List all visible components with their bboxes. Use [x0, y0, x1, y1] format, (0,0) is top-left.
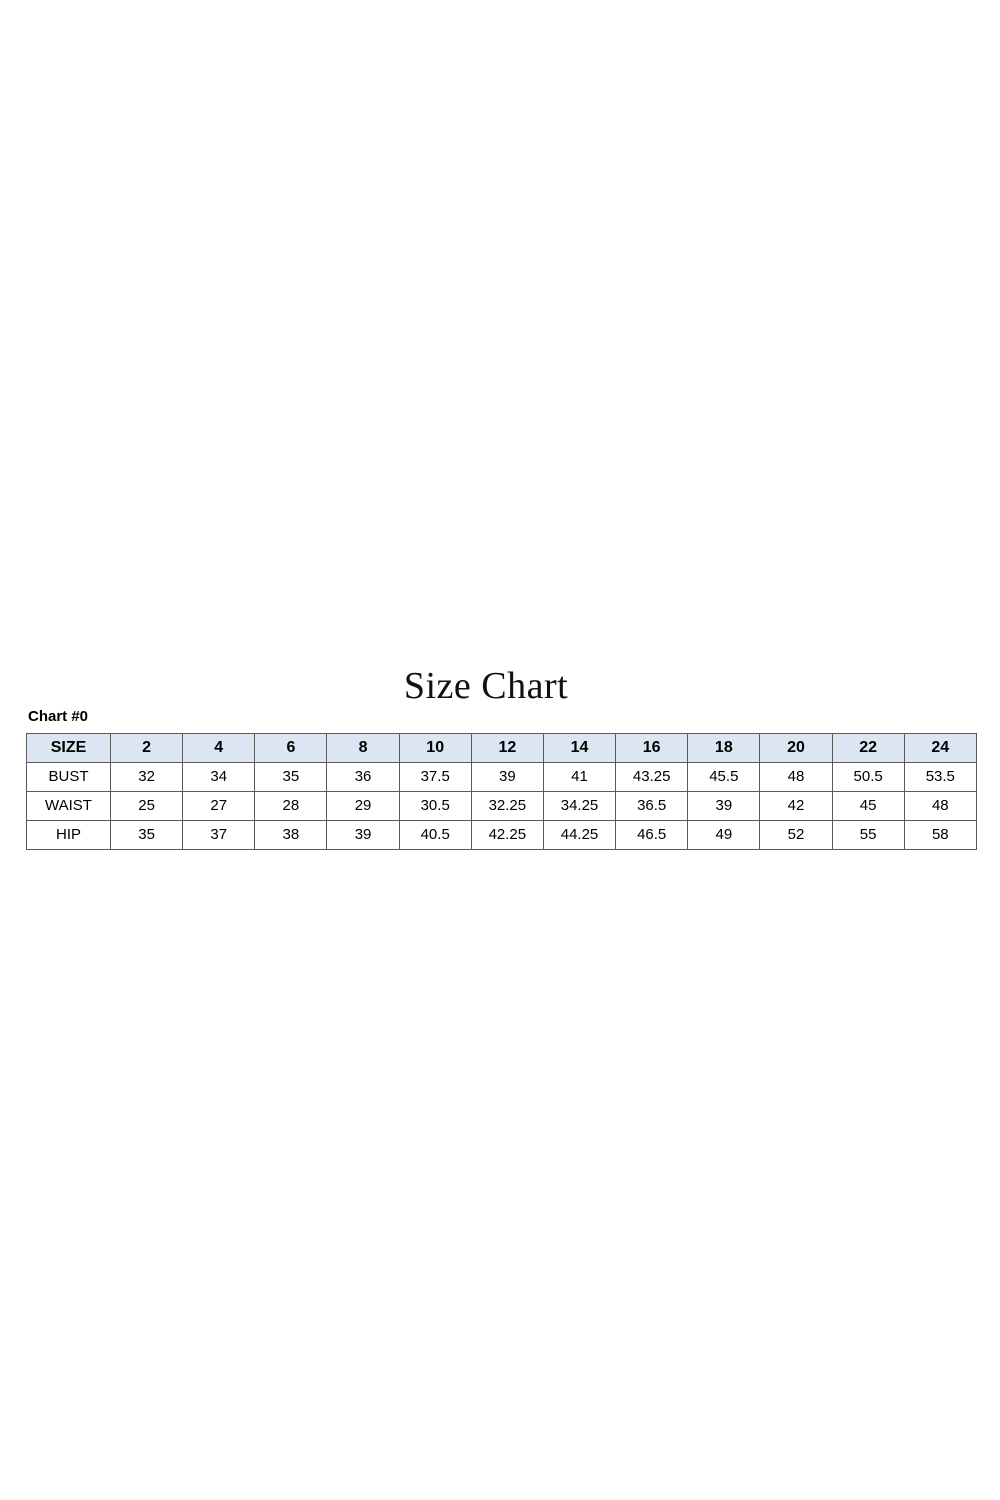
table-cell: 36	[326, 762, 400, 792]
table-row: HIP 35 37 38 39 40.5 42.25 44.25 46.5 49 52 55 58	[26, 820, 977, 850]
table-cell: 50.5	[831, 762, 905, 792]
table-header-cell-size-14: 14	[542, 733, 617, 763]
table-cell: 37	[182, 820, 256, 850]
table-cell: 41	[542, 762, 617, 792]
table-header-row: SIZE 2 4 6 8 10 12 14 16 18 20 22 24	[26, 733, 977, 763]
table-cell: 38	[254, 820, 328, 850]
page-title: Size Chart	[403, 665, 569, 707]
table-cell: 39	[470, 762, 544, 792]
table-header-cell-size-10: 10	[398, 733, 472, 763]
table-header-cell-size-6: 6	[254, 733, 328, 763]
table-cell: 37.5	[398, 762, 472, 792]
table-body: BUST 32 34 35 36 37.5 39 41 43.25 45.5 48 50.5 53.5 W…	[26, 762, 977, 850]
table-cell: 52	[759, 820, 833, 850]
table-header-cell-size-4: 4	[182, 733, 256, 763]
table-cell: 40.5	[398, 820, 472, 850]
table-cell: 29	[326, 791, 400, 821]
chart-number-label: Chart #0	[28, 708, 89, 725]
table-cell: 25	[109, 791, 184, 821]
table-row: WAIST 25 27 28 29 30.5 32.25 34.25 36.5 39 42 45 48	[26, 791, 977, 821]
table-row-label: WAIST	[26, 791, 111, 821]
table-header-cell-size-24: 24	[903, 733, 977, 763]
table-cell: 44.25	[542, 820, 617, 850]
table-cell: 45.5	[687, 762, 761, 792]
table-cell: 48	[903, 791, 977, 821]
table-header-cell-size-12: 12	[470, 733, 544, 763]
table-cell: 58	[903, 820, 977, 850]
table-header-cell-size-16: 16	[615, 733, 689, 763]
table-cell: 45	[831, 791, 905, 821]
table-cell: 42.25	[470, 820, 544, 850]
table-cell: 55	[831, 820, 905, 850]
table-cell: 32	[109, 762, 184, 792]
table-cell: 30.5	[398, 791, 472, 821]
table-header-cell-size-2: 2	[109, 733, 184, 763]
table-header-cell-size-18: 18	[687, 733, 761, 763]
table-cell: 28	[254, 791, 328, 821]
table-row: BUST 32 34 35 36 37.5 39 41 43.25 45.5 48 50.5 53.5	[26, 762, 977, 792]
size-chart-table-container: SIZE 2 4 6 8 10 12 14 16 18 20 22 24 BUST 32 34 35 36 37.…	[26, 733, 977, 850]
table-cell: 39	[326, 820, 400, 850]
table-cell: 48	[759, 762, 833, 792]
table-cell: 46.5	[615, 820, 689, 850]
table-cell: 35	[254, 762, 328, 792]
table-header-cell-size: SIZE	[26, 733, 111, 763]
table-header-cell-size-20: 20	[759, 733, 833, 763]
table-cell: 34.25	[542, 791, 617, 821]
table-cell: 27	[182, 791, 256, 821]
table-cell: 32.25	[470, 791, 544, 821]
table-cell: 34	[182, 762, 256, 792]
table-header-cell-size-8: 8	[326, 733, 400, 763]
table-cell: 53.5	[903, 762, 977, 792]
table-cell: 36.5	[615, 791, 689, 821]
table-cell: 35	[109, 820, 184, 850]
table-header: SIZE 2 4 6 8 10 12 14 16 18 20 22 24	[26, 733, 977, 763]
table-cell: 43.25	[615, 762, 689, 792]
table-cell: 49	[687, 820, 761, 850]
table-cell: 39	[687, 791, 761, 821]
table-header-cell-size-22: 22	[831, 733, 905, 763]
table-cell: 42	[759, 791, 833, 821]
table-row-label: HIP	[26, 820, 111, 850]
size-chart-table: SIZE 2 4 6 8 10 12 14 16 18 20 22 24 BUST 32 34 35 36 37.…	[26, 733, 977, 850]
table-row-label: BUST	[26, 762, 111, 792]
